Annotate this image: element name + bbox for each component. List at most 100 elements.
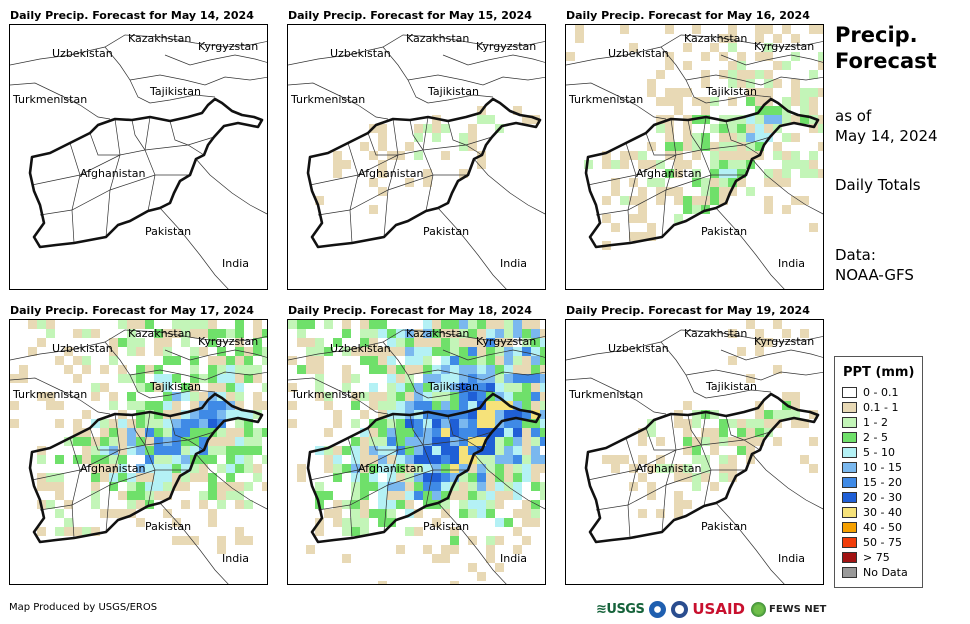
country-label-tajikistan: Tajikistan <box>705 380 757 393</box>
precip-cell <box>127 401 136 410</box>
border-line <box>347 142 359 244</box>
precip-cell <box>360 473 369 482</box>
precip-cell <box>468 374 477 383</box>
precip-cell <box>127 392 136 401</box>
precip-cell <box>369 446 378 455</box>
precip-cell <box>629 464 638 473</box>
precip-cell <box>100 509 109 518</box>
precip-cell <box>737 133 746 142</box>
precip-cell <box>737 169 746 178</box>
country-label-turkmenistan: Turkmenistan <box>290 388 365 401</box>
precip-cell <box>432 518 441 527</box>
precip-cell <box>208 455 217 464</box>
precip-cell <box>468 446 477 455</box>
precip-cell <box>244 428 253 437</box>
precip-cell <box>782 151 791 160</box>
country-label-tajikistan: Tajikistan <box>149 85 201 98</box>
precip-cell <box>342 374 351 383</box>
precip-cell <box>450 392 459 401</box>
precip-cell <box>656 509 665 518</box>
country-label-kazakhstan: Kazakhstan <box>128 32 191 45</box>
precip-cell <box>333 151 342 160</box>
precip-cell <box>82 446 91 455</box>
precip-cell <box>710 482 719 491</box>
precip-cell <box>755 142 764 151</box>
precip-cell <box>450 446 459 455</box>
precip-cell <box>773 34 782 43</box>
precip-cell <box>647 491 656 500</box>
precip-cell <box>378 142 387 151</box>
precip-cell <box>100 428 109 437</box>
precip-cell <box>208 410 217 419</box>
precip-cell <box>324 455 333 464</box>
precip-cell <box>226 374 235 383</box>
precip-cell <box>441 437 450 446</box>
precip-cell <box>737 347 746 356</box>
precip-cell <box>504 338 513 347</box>
precip-cell <box>674 214 683 223</box>
precip-cell <box>441 124 450 133</box>
precip-cell <box>154 437 163 446</box>
precip-cell <box>46 401 55 410</box>
precip-cell <box>378 428 387 437</box>
legend-swatch <box>842 462 857 473</box>
precip-cell <box>513 527 522 536</box>
precip-cell <box>208 446 217 455</box>
precip-cell <box>387 464 396 473</box>
precip-cell <box>737 160 746 169</box>
precip-cell <box>656 124 665 133</box>
precip-cell <box>459 142 468 151</box>
precip-cell <box>369 178 378 187</box>
precip-cell <box>701 142 710 151</box>
precip-cell <box>746 374 755 383</box>
legend-swatch <box>842 567 857 578</box>
map-panel-may15: Kazakhstan Kyrgyzstan Uzbekistan Tajikistan… <box>287 24 546 290</box>
precip-cell <box>818 115 823 124</box>
precip-cell <box>73 437 82 446</box>
precip-cell <box>531 338 540 347</box>
precip-cell <box>190 374 199 383</box>
precip-cell <box>154 491 163 500</box>
precip-cell <box>683 446 692 455</box>
precip-cell <box>513 545 522 554</box>
precip-cell <box>477 383 486 392</box>
precip-cell <box>665 88 674 97</box>
precip-cell <box>809 124 818 133</box>
precip-cell <box>710 196 719 205</box>
precip-cell <box>540 392 545 401</box>
precip-cell <box>531 518 540 527</box>
precip-cell <box>351 509 360 518</box>
precip-cell <box>46 392 55 401</box>
precip-cell <box>55 356 64 365</box>
precip-cell <box>629 178 638 187</box>
precip-cell <box>82 437 91 446</box>
precip-cell <box>306 545 315 554</box>
afghanistan-outline <box>28 97 264 249</box>
precip-cell <box>235 383 244 392</box>
precip-cell <box>127 437 136 446</box>
precip-cell <box>315 374 324 383</box>
precip-cell <box>396 491 405 500</box>
precip-cell <box>504 437 513 446</box>
precip-cell <box>450 455 459 464</box>
precip-cell <box>253 329 262 338</box>
precip-cell <box>118 446 127 455</box>
precip-cell <box>647 232 656 241</box>
precip-cell <box>791 97 800 106</box>
precip-cell <box>791 115 800 124</box>
precip-cell <box>414 464 423 473</box>
precip-cell <box>82 455 91 464</box>
precip-cell <box>100 455 109 464</box>
precip-cell <box>253 392 262 401</box>
legend-swatch <box>842 492 857 503</box>
precip-cell <box>208 356 217 365</box>
precip-cell <box>235 455 244 464</box>
precip-cell <box>755 97 764 106</box>
precip-cell <box>297 473 306 482</box>
legend-item: 40 - 50 <box>842 520 922 535</box>
precip-cell <box>190 428 199 437</box>
precip-cell <box>324 392 333 401</box>
precip-cell <box>701 187 710 196</box>
precip-cell <box>172 401 181 410</box>
precip-cell <box>414 392 423 401</box>
